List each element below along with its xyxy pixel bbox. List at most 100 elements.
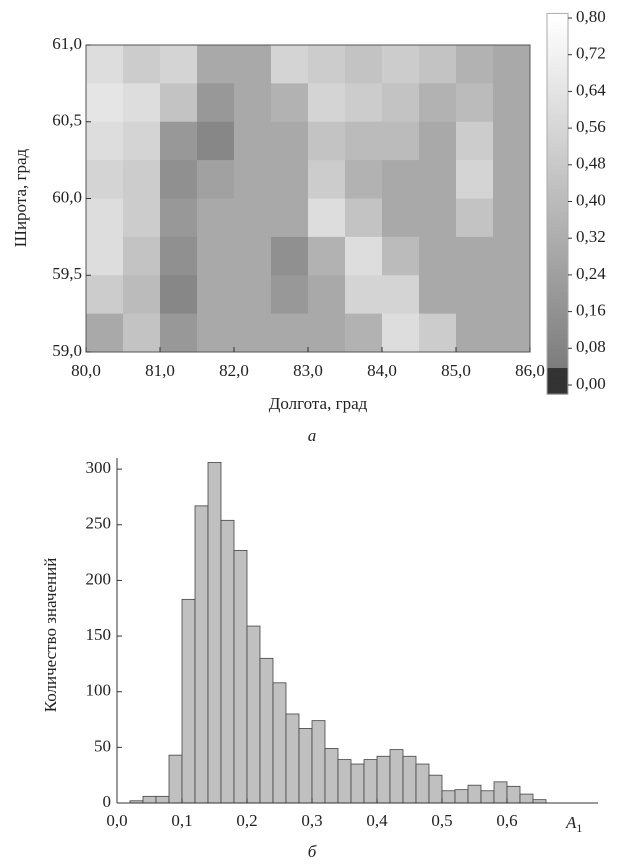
colorbar-segment (547, 131, 568, 135)
heatmap-cell (345, 199, 383, 238)
histogram-bar (156, 796, 169, 803)
heatmap-cell (197, 45, 235, 84)
colorbar-tick-label: 0,56 (576, 117, 606, 136)
heatmap-cell (160, 45, 198, 84)
colorbar-segment (547, 135, 568, 139)
colorbar-segment (547, 109, 568, 113)
heatmap-cell (308, 237, 346, 276)
colorbar-segment (547, 105, 568, 109)
y-tick-label: 61,0 (52, 34, 82, 53)
colorbar-segment (547, 166, 568, 170)
colorbar-tick-label: 0,72 (576, 44, 606, 63)
colorbar-segment (547, 128, 568, 132)
colorbar-segment (547, 40, 568, 44)
colorbar-segment (547, 63, 568, 67)
heatmap-cell (234, 45, 272, 84)
colorbar-segment (547, 82, 568, 86)
y-tick-label: 300 (86, 458, 112, 477)
heatmap-cell (382, 275, 420, 314)
colorbar-segment (547, 337, 568, 341)
heatmap-cell (86, 45, 124, 84)
histogram-bar (403, 756, 416, 803)
colorbar-segment (547, 307, 568, 311)
x-tick-label: 82,0 (219, 361, 249, 380)
colorbar-segment (547, 211, 568, 215)
heatmap-cell (234, 160, 272, 199)
histogram-bar (442, 791, 455, 803)
heatmap-cell (308, 45, 346, 84)
y-tick-label: 0 (103, 792, 112, 811)
colorbar-segment (547, 208, 568, 212)
colorbar-segment (547, 257, 568, 261)
colorbar-segment (547, 74, 568, 78)
heatmap-cell (86, 199, 124, 238)
heatmap-cell (308, 314, 346, 353)
colorbar-segment (547, 124, 568, 128)
colorbar-segment (547, 310, 568, 314)
colorbar-segment (547, 299, 568, 303)
heatmap-cell (271, 314, 309, 353)
heatmap-cell (345, 122, 383, 161)
colorbar-segment (547, 51, 568, 55)
heatmap-cell (123, 199, 161, 238)
heatmap-cell (345, 275, 383, 314)
heatmap-cell (271, 199, 309, 238)
heatmap-cell (419, 83, 457, 122)
colorbar-segment (547, 360, 568, 364)
colorbar-segment (547, 230, 568, 234)
heatmap-cell (234, 275, 272, 314)
colorbar-segment (547, 227, 568, 231)
heatmap-cell (493, 314, 531, 353)
colorbar-tick-label: 0,64 (576, 80, 606, 99)
colorbar-segment (547, 44, 568, 48)
colorbar-segment (547, 13, 568, 17)
histogram-bar (429, 775, 442, 803)
heatmap-cell (382, 314, 420, 353)
heatmap-cell (160, 314, 198, 353)
histogram-bar (208, 462, 221, 803)
colorbar-segment (547, 192, 568, 196)
heatmap-cell (345, 314, 383, 353)
heatmap-cell (493, 160, 531, 199)
colorbar-segment (547, 29, 568, 33)
heatmap-cell (197, 237, 235, 276)
y-axis-label: Количество значений (41, 558, 60, 713)
colorbar-segment (547, 120, 568, 124)
heatmap-cell (493, 45, 531, 84)
heatmap-cell (345, 160, 383, 199)
heatmap-cell (197, 160, 235, 199)
colorbar-segment (547, 238, 568, 242)
colorbar-segment (547, 276, 568, 280)
heatmap-cell (123, 237, 161, 276)
x-tick-label: 0,4 (366, 811, 388, 830)
colorbar-tick-label: 0,40 (576, 190, 606, 209)
heatmap-cell (456, 275, 494, 314)
heatmap-cell (160, 237, 198, 276)
colorbar-tick-label: 0,32 (576, 227, 606, 246)
heatmap-cell (382, 199, 420, 238)
colorbar-segment (547, 261, 568, 265)
y-tick-label: 250 (86, 514, 112, 533)
heatmap-cell (123, 314, 161, 353)
histogram-bar (325, 748, 338, 803)
heatmap-cell (271, 122, 309, 161)
colorbar-segment (547, 17, 568, 21)
colorbar-tick-label: 0,16 (576, 301, 606, 320)
colorbar-segment (547, 173, 568, 177)
x-tick-label: 83,0 (293, 361, 323, 380)
heatmap-cell (271, 83, 309, 122)
colorbar-segment (547, 329, 568, 333)
heatmap-cell (123, 83, 161, 122)
colorbar-segment (547, 387, 568, 391)
colorbar-segment (547, 185, 568, 189)
x-tick-label: 0,6 (496, 811, 517, 830)
histogram-bar (455, 790, 468, 803)
histogram-bar (377, 756, 390, 803)
colorbar-segment (547, 162, 568, 166)
colorbar-segment (547, 93, 568, 97)
heatmap-cell (123, 275, 161, 314)
colorbar-segment (547, 242, 568, 246)
colorbar-segment (547, 356, 568, 360)
heatmap-cell (419, 237, 457, 276)
